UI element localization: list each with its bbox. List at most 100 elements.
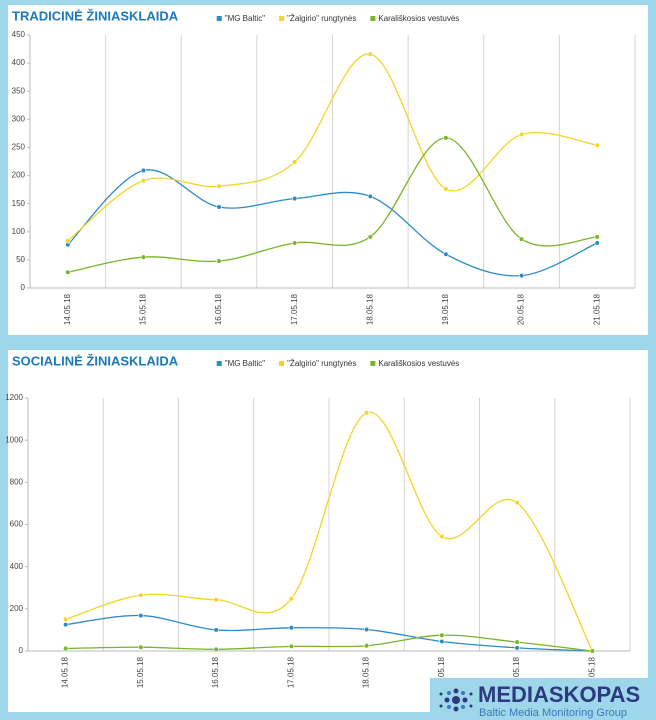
logo-tagline: Baltic Media Monitoring Group bbox=[479, 707, 627, 719]
y-tick-label: 0 bbox=[19, 646, 24, 655]
y-tick-label: 250 bbox=[12, 143, 26, 152]
point bbox=[288, 643, 294, 649]
point bbox=[514, 500, 520, 506]
y-tick-label: 800 bbox=[10, 477, 24, 486]
point bbox=[292, 159, 298, 165]
point bbox=[292, 196, 298, 202]
point bbox=[213, 646, 219, 652]
x-tick-label: 20.05.18 bbox=[512, 656, 521, 688]
point bbox=[367, 51, 373, 57]
point bbox=[213, 597, 219, 603]
y-tick-label: 300 bbox=[12, 114, 26, 123]
point bbox=[63, 616, 69, 622]
legend-swatch bbox=[216, 361, 222, 366]
legend-swatch bbox=[279, 361, 285, 366]
point bbox=[594, 142, 600, 148]
y-tick-label: 200 bbox=[12, 171, 26, 180]
point bbox=[292, 240, 298, 246]
point bbox=[138, 612, 144, 619]
x-tick-label: 19.05.18 bbox=[441, 293, 450, 325]
x-tick-label: 20.05.18 bbox=[517, 293, 526, 325]
legend-swatch bbox=[216, 16, 222, 21]
point bbox=[439, 533, 445, 540]
point bbox=[140, 167, 147, 174]
legend-label: "Žalgirio" rungtynės bbox=[287, 14, 356, 23]
point bbox=[63, 622, 69, 628]
point bbox=[138, 592, 144, 598]
legend-label: "MG Baltic" bbox=[225, 359, 266, 368]
x-tick-label: 15.05.18 bbox=[139, 293, 148, 325]
y-tick-label: 400 bbox=[12, 58, 26, 67]
y-tick-label: 450 bbox=[12, 30, 26, 39]
logo-name: MEDIASKOPAS bbox=[478, 682, 640, 707]
y-tick-label: 50 bbox=[16, 255, 25, 264]
point bbox=[439, 638, 445, 645]
point bbox=[140, 254, 147, 260]
point bbox=[216, 258, 222, 264]
point bbox=[213, 627, 219, 633]
point bbox=[518, 131, 525, 138]
x-tick-label: 14.05.18 bbox=[63, 293, 72, 325]
point bbox=[514, 639, 520, 645]
point bbox=[439, 632, 445, 638]
y-tick-label: 600 bbox=[10, 520, 24, 529]
legend-label: "Žalgirio" rungtynės bbox=[287, 359, 356, 368]
y-tick-label: 350 bbox=[12, 86, 26, 95]
x-tick-label: 14.05.18 bbox=[61, 656, 70, 688]
panel bbox=[8, 5, 648, 335]
point bbox=[138, 644, 144, 650]
x-tick-label: 21.05.18 bbox=[587, 656, 596, 688]
series-line bbox=[65, 614, 593, 652]
x-tick-label: 19.05.18 bbox=[437, 656, 446, 688]
point bbox=[364, 410, 370, 416]
point bbox=[518, 273, 525, 279]
series-line bbox=[67, 53, 598, 242]
x-tick-label: 15.05.18 bbox=[136, 656, 145, 688]
y-tick-label: 1000 bbox=[5, 435, 23, 444]
logo: MEDIASKOPAS Baltic Media Monitoring Grou… bbox=[430, 678, 648, 720]
point bbox=[594, 234, 600, 240]
point bbox=[140, 178, 147, 184]
point bbox=[443, 135, 449, 141]
point bbox=[364, 626, 370, 633]
point bbox=[364, 643, 370, 649]
legend-label: Karališkosios vestuvės bbox=[378, 359, 459, 368]
x-tick-label: 16.05.18 bbox=[211, 656, 220, 688]
point bbox=[443, 251, 449, 257]
chart-title: TRADICINĖ ŽINIASKLAIDA bbox=[12, 8, 179, 23]
point bbox=[65, 238, 71, 244]
point bbox=[288, 625, 294, 631]
x-tick-label: 17.05.18 bbox=[286, 656, 295, 688]
point bbox=[367, 193, 373, 199]
logo-icon bbox=[439, 688, 473, 712]
chart-title: SOCIALINĖ ŽINIASKLAIDA bbox=[12, 353, 179, 368]
x-tick-label: 21.05.18 bbox=[592, 293, 601, 325]
y-tick-label: 0 bbox=[21, 283, 26, 292]
point bbox=[63, 645, 69, 652]
series-line bbox=[65, 634, 593, 652]
point bbox=[514, 645, 520, 651]
point bbox=[288, 596, 294, 602]
point bbox=[216, 183, 222, 189]
series-line bbox=[67, 137, 598, 273]
y-tick-label: 150 bbox=[12, 199, 26, 208]
point bbox=[518, 236, 525, 242]
legend-swatch bbox=[370, 361, 376, 366]
x-tick-label: 17.05.18 bbox=[290, 293, 299, 325]
panel bbox=[8, 350, 648, 712]
point bbox=[589, 648, 595, 654]
y-tick-label: 200 bbox=[10, 604, 24, 613]
legend-label: Karališkosios vestuvės bbox=[378, 14, 459, 23]
point bbox=[594, 240, 600, 246]
y-tick-label: 400 bbox=[10, 562, 24, 571]
legend: "MG Baltic" "Žalgirio" rungtynės Karališko… bbox=[216, 14, 459, 23]
legend-label: "MG Baltic" bbox=[225, 14, 266, 23]
point bbox=[443, 186, 449, 192]
legend-swatch bbox=[370, 16, 376, 21]
legend: "MG Baltic" "Žalgirio" rungtynės Karališko… bbox=[216, 359, 459, 368]
x-tick-label: 16.05.18 bbox=[214, 293, 223, 325]
legend-swatch bbox=[279, 16, 285, 21]
x-tick-label: 18.05.18 bbox=[365, 293, 374, 325]
y-tick-label: 100 bbox=[12, 227, 26, 236]
